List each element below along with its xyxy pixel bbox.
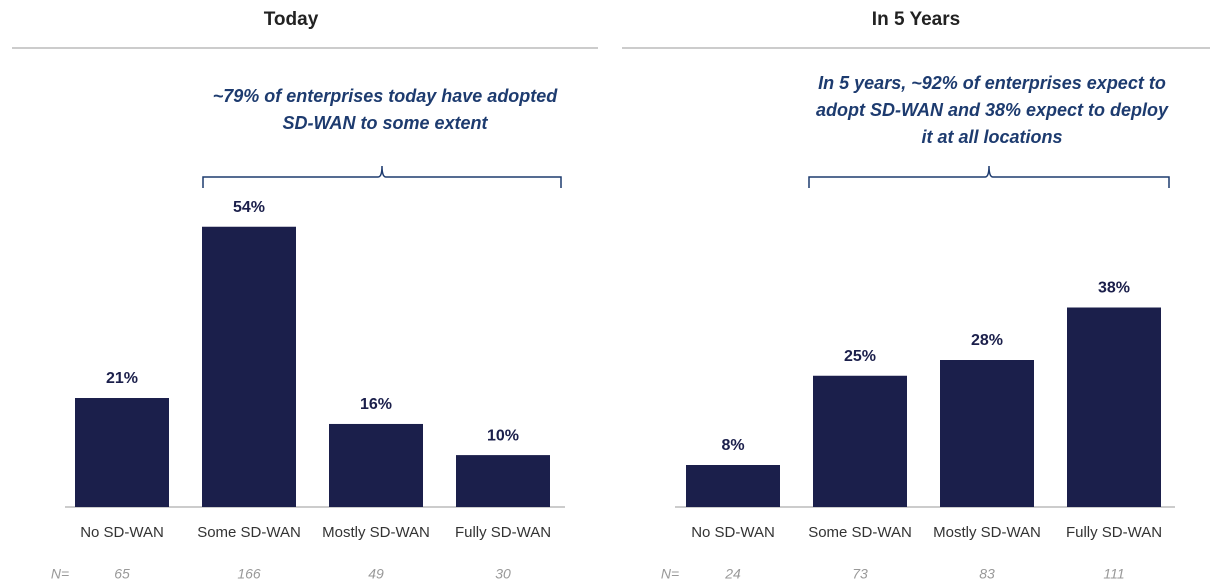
n-value: 166: [237, 566, 261, 582]
value-label: 54%: [233, 199, 265, 216]
value-label: 10%: [487, 427, 519, 444]
annotation: SD-WAN to some extent: [282, 113, 488, 133]
category-label: Some SD-WAN: [808, 524, 912, 541]
category-label: No SD-WAN: [80, 524, 164, 541]
category-label: No SD-WAN: [691, 524, 775, 541]
n-value: 24: [724, 566, 741, 582]
bar: [940, 360, 1034, 507]
category-label: Mostly SD-WAN: [322, 524, 430, 541]
n-label: N=: [51, 566, 69, 582]
value-label: 25%: [844, 348, 876, 365]
annotation: it at all locations: [921, 127, 1062, 147]
n-value: 83: [979, 566, 995, 582]
bracket: [202, 165, 562, 188]
value-label: 28%: [971, 332, 1003, 349]
annotation: adopt SD-WAN and 38% expect to deploy: [816, 100, 1169, 120]
value-label: 21%: [106, 370, 138, 387]
bar: [75, 398, 169, 507]
category-label: Fully SD-WAN: [455, 524, 551, 541]
n-value: 73: [852, 566, 868, 582]
n-value: 65: [114, 566, 130, 582]
annotation: In 5 years, ~92% of enterprises expect t…: [818, 73, 1166, 93]
annotation: ~79% of enterprises today have adopted: [213, 86, 559, 106]
category-label: Mostly SD-WAN: [933, 524, 1041, 541]
bar: [686, 465, 780, 507]
n-label: N=: [661, 566, 679, 582]
category-label: Some SD-WAN: [197, 524, 301, 541]
value-label: 16%: [360, 396, 392, 413]
bar: [329, 423, 423, 507]
panel-title: Today: [264, 9, 319, 30]
panel-title: In 5 Years: [872, 9, 960, 30]
n-value: 49: [368, 566, 384, 582]
bracket: [808, 165, 1170, 188]
bar: [1067, 307, 1161, 507]
category-label: Fully SD-WAN: [1066, 524, 1162, 541]
bar: [202, 226, 296, 508]
n-value: 111: [1103, 566, 1124, 582]
n-value: 30: [495, 566, 511, 582]
value-label: 8%: [721, 437, 744, 454]
bar: [813, 375, 907, 507]
bar: [456, 455, 550, 507]
value-label: 38%: [1098, 280, 1130, 297]
